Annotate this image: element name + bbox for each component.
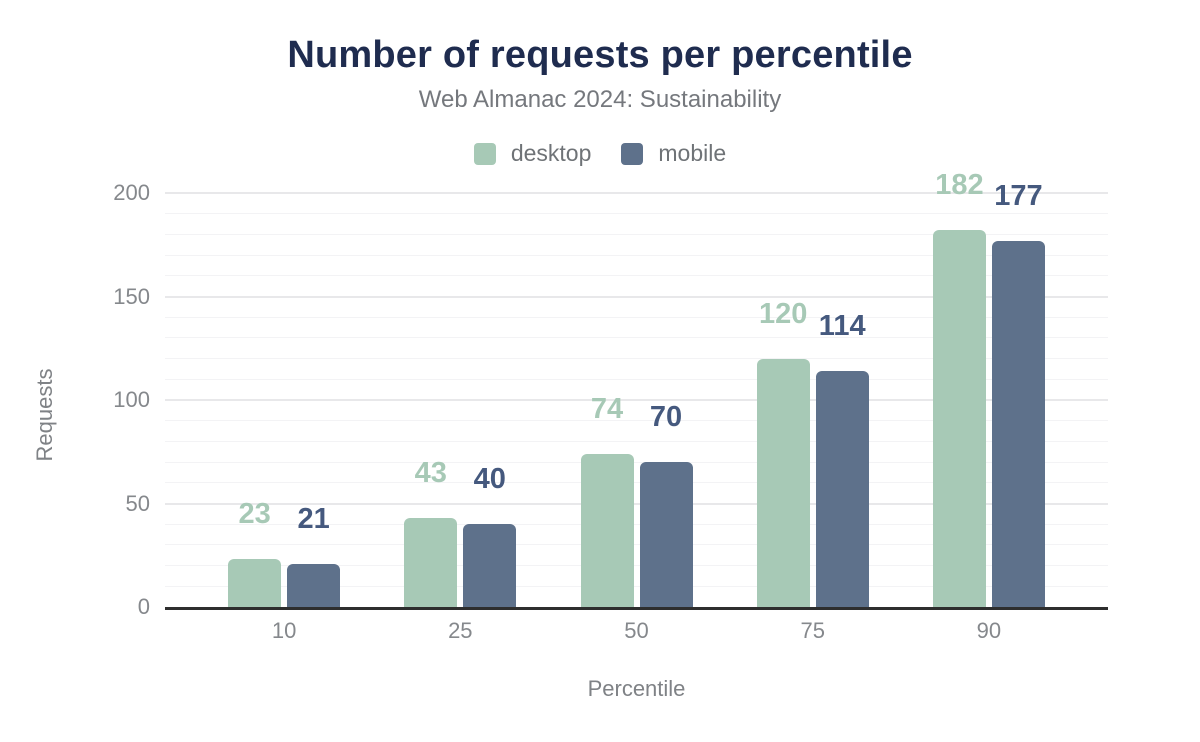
y-axis-ticks: 0 50 100 150 200 [0, 182, 150, 618]
bar-mobile-10 [287, 563, 341, 607]
bar-value-label-desktop-50: 74 [590, 392, 624, 425]
bar-value-label-mobile-50: 70 [649, 401, 683, 434]
bar-desktop-90 [932, 230, 986, 607]
bar-wrap-mobile-75: 114 [815, 312, 869, 607]
plot-area: 23 21 43 40 74 70 120 114 182 177 [165, 171, 1108, 610]
x-tick-label: 75 [800, 618, 825, 643]
major-gridline [165, 399, 1108, 401]
x-tick-label: 25 [448, 618, 473, 643]
minor-gridline [165, 585, 1108, 587]
x-tick-label: 10 [271, 618, 297, 643]
x-tick-label: 50 [624, 618, 649, 643]
bars-container: 23 21 43 40 74 70 120 114 182 177 [165, 171, 1108, 607]
bar-group-90: 182 177 [901, 171, 1077, 607]
x-axis-ticks: 10 25 50 75 90 [165, 618, 1108, 644]
y-tick-label: 200 [113, 180, 150, 205]
minor-gridline [165, 461, 1108, 463]
minor-gridline [165, 316, 1108, 318]
major-gridline [165, 295, 1108, 298]
bar-wrap-mobile-10: 21 [287, 504, 341, 607]
legend-label-desktop: desktop [510, 140, 592, 166]
minor-gridline [165, 275, 1108, 277]
minor-gridline [165, 337, 1108, 339]
bar-wrap-desktop-75: 120 [756, 299, 810, 607]
bar-desktop-50 [580, 453, 634, 607]
bar-value-label-mobile-25: 40 [473, 463, 506, 496]
minor-gridline [165, 233, 1108, 235]
minor-gridline [165, 482, 1108, 484]
legend-item-mobile: mobile [621, 140, 726, 167]
y-tick-label: 0 [137, 594, 150, 619]
bar-wrap-desktop-25: 43 [404, 459, 458, 607]
x-axis-line [165, 607, 1108, 610]
bar-group-10: 23 21 [196, 193, 372, 607]
bar-mobile-50 [639, 462, 693, 607]
minor-gridline [165, 544, 1108, 546]
minor-gridline [165, 254, 1108, 256]
chart-legend: desktop mobile [0, 140, 1200, 167]
bar-group-75: 120 114 [725, 193, 901, 607]
minor-gridline [165, 378, 1108, 380]
minor-gridline [165, 565, 1108, 567]
bar-desktop-75 [756, 358, 810, 607]
bar-value-label-desktop-90: 182 [935, 169, 984, 202]
x-axis-title: Percentile [587, 676, 686, 701]
chart-subtitle: Web Almanac 2024: Sustainability [418, 86, 782, 113]
bar-value-label-desktop-25: 43 [414, 457, 447, 489]
minor-gridline [165, 358, 1108, 360]
bar-mobile-75 [815, 371, 869, 607]
legend-item-desktop: desktop [473, 140, 592, 167]
bar-mobile-90 [991, 240, 1045, 607]
bar-value-label-mobile-10: 21 [297, 502, 330, 535]
legend-label-mobile: mobile [658, 140, 727, 166]
bar-group-25: 43 40 [372, 193, 548, 607]
bar-wrap-desktop-10: 23 [228, 500, 282, 607]
chart-title: Number of requests per percentile [287, 34, 913, 76]
bar-value-label-mobile-75: 114 [818, 310, 866, 343]
mobile-swatch-icon [621, 142, 644, 165]
bar-group-50: 74 70 [548, 193, 724, 607]
desktop-swatch-icon [473, 142, 496, 165]
bar-wrap-desktop-50: 74 [580, 394, 634, 607]
major-gridline [165, 192, 1108, 194]
bar-wrap-mobile-90: 177 [991, 181, 1045, 607]
x-tick-label: 90 [976, 618, 1002, 643]
minor-gridline [165, 213, 1108, 215]
y-tick-label: 50 [125, 490, 150, 516]
minor-gridline [165, 440, 1108, 442]
y-tick-label: 100 [113, 387, 150, 412]
bar-desktop-25 [404, 518, 458, 607]
bar-wrap-mobile-50: 70 [639, 403, 693, 607]
minor-gridline [165, 420, 1108, 422]
minor-gridline [165, 523, 1108, 525]
bar-wrap-mobile-25: 40 [463, 465, 517, 607]
bar-value-label-mobile-90: 177 [994, 179, 1043, 212]
bar-value-label-desktop-75: 120 [759, 297, 808, 330]
y-tick-label: 150 [113, 283, 150, 309]
bar-wrap-desktop-90: 182 [932, 171, 986, 607]
bar-mobile-25 [463, 524, 517, 607]
major-gridline [165, 502, 1108, 505]
bar-value-label-desktop-10: 23 [238, 498, 271, 531]
bar-desktop-10 [228, 559, 282, 607]
